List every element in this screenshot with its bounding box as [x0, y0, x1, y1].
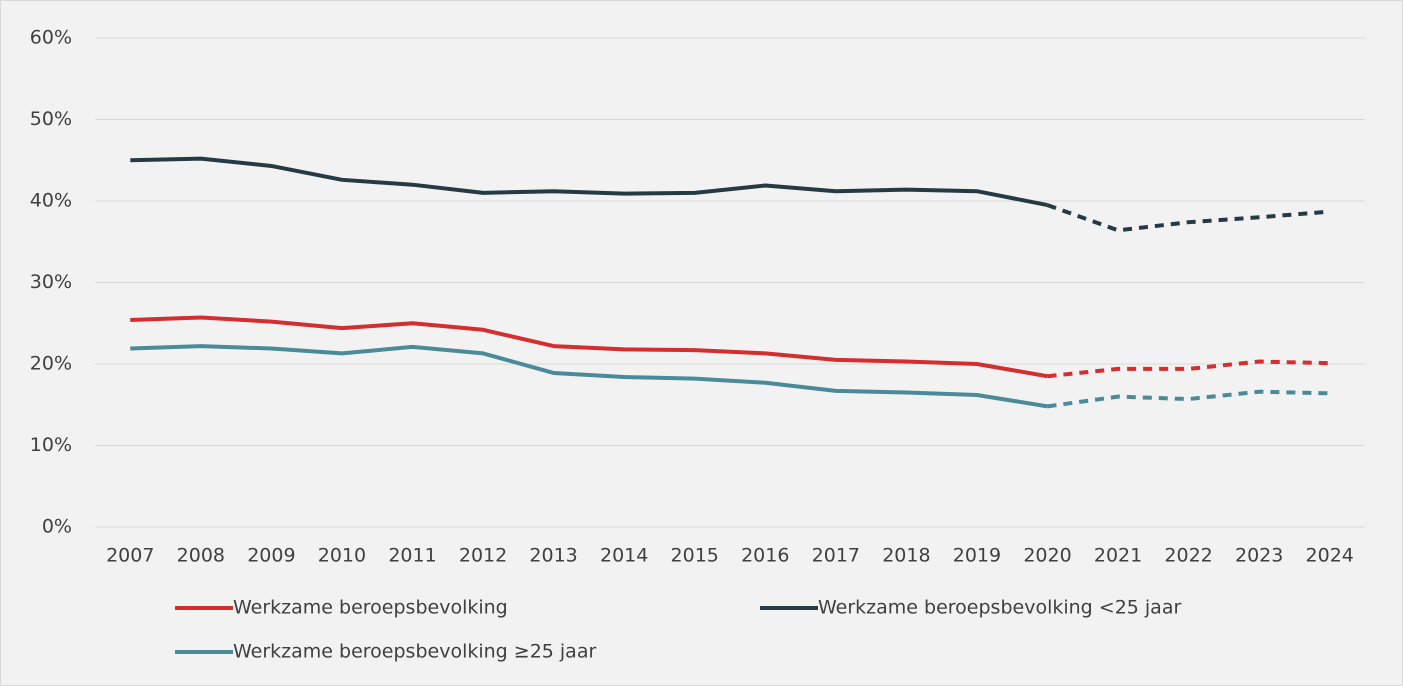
- y-tick-label: 40%: [30, 190, 72, 212]
- series-line: [130, 156, 1048, 208]
- y-tick-label: 30%: [30, 271, 72, 293]
- x-tick-label: 2007: [106, 545, 154, 567]
- x-tick-label: 2011: [388, 545, 436, 567]
- y-tick-label: 50%: [30, 108, 72, 130]
- x-tick-label: 2017: [812, 545, 860, 567]
- x-tick-label: 2018: [882, 545, 930, 567]
- y-tick-label: 0%: [42, 516, 72, 538]
- x-tick-label: 2022: [1164, 545, 1212, 567]
- legend-label: Werkzame beroepsbevolking <25 jaar: [818, 597, 1181, 619]
- legend-label: Werkzame beroepsbevolking: [233, 597, 508, 619]
- x-tick-label: 2015: [671, 545, 719, 567]
- x-tick-label: 2020: [1023, 545, 1071, 567]
- x-tick-label: 2016: [741, 545, 789, 567]
- series-line: [1046, 203, 1330, 233]
- x-tick-label: 2012: [459, 545, 507, 567]
- series-line: [130, 344, 1048, 409]
- legend-label: Werkzame beroepsbevolking ≥25 jaar: [233, 641, 596, 663]
- x-tick-label: 2013: [529, 545, 577, 567]
- series-line: [130, 315, 1048, 379]
- y-tick-label: 20%: [30, 353, 72, 375]
- x-tick-label: 2019: [953, 545, 1001, 567]
- x-tick-label: 2010: [318, 545, 366, 567]
- x-tick-label: 2021: [1094, 545, 1142, 567]
- x-tick-label: 2024: [1306, 545, 1354, 567]
- x-tick-label: 2023: [1235, 545, 1283, 567]
- y-tick-label: 60%: [30, 27, 72, 49]
- x-tick-label: 2008: [177, 545, 225, 567]
- y-tick-label: 10%: [30, 434, 72, 456]
- x-tick-label: 2009: [247, 545, 295, 567]
- x-tick-label: 2014: [600, 545, 648, 567]
